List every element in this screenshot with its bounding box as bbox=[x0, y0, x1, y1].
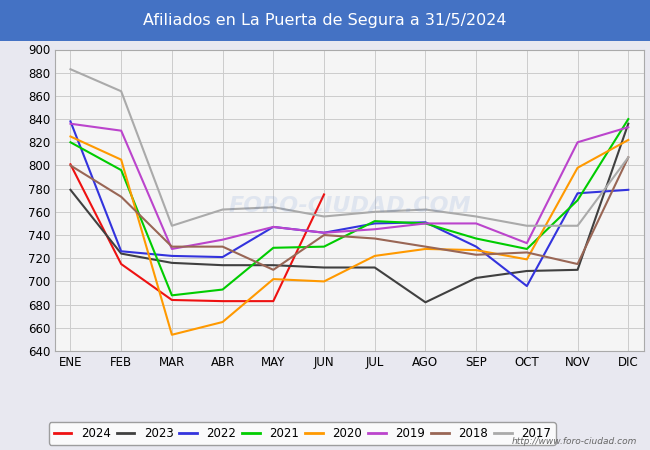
Text: http://www.foro-ciudad.com: http://www.foro-ciudad.com bbox=[512, 436, 637, 446]
Legend: 2024, 2023, 2022, 2021, 2020, 2019, 2018, 2017: 2024, 2023, 2022, 2021, 2020, 2019, 2018… bbox=[49, 422, 556, 445]
Text: FORO-CIUDAD.COM: FORO-CIUDAD.COM bbox=[228, 196, 471, 216]
Text: Afiliados en La Puerta de Segura a 31/5/2024: Afiliados en La Puerta de Segura a 31/5/… bbox=[143, 13, 507, 28]
